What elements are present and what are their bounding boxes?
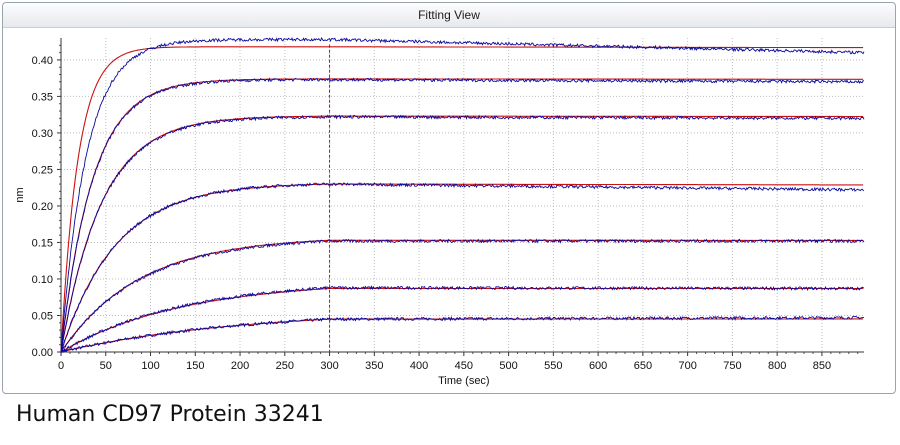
x-tick-label: 200 [231, 360, 249, 372]
x-tick-label: 750 [723, 360, 741, 372]
axis-layer: 0 50 100 150 200 250 300 350 400 450 500 550 600 650 7… [32, 38, 864, 372]
y-tick-label: 0.20 [32, 201, 53, 213]
x-tick-label: 350 [365, 360, 383, 372]
fit-curve [60, 78, 864, 353]
x-tick-label: 300 [320, 360, 338, 372]
y-tick-label: 0.00 [32, 347, 53, 359]
x-tick-label: 500 [499, 360, 517, 372]
raw-data-curves [60, 37, 865, 354]
y-tick-label: 0.35 [32, 91, 53, 103]
x-tick-label: 400 [410, 360, 428, 372]
x-tick-label: 150 [186, 360, 204, 372]
x-tick-label: 600 [589, 360, 607, 372]
x-tick-label: 700 [678, 360, 696, 372]
y-axis-title: nm [14, 187, 26, 202]
grid-layer [61, 38, 864, 352]
fit-curve [60, 318, 864, 353]
y-tick-label: 0.40 [32, 55, 53, 67]
fit-curve [60, 239, 864, 353]
fitting-chart: 0 50 100 150 200 250 300 350 400 450 500 550 600 650 7… [14, 37, 865, 387]
x-axis-title: Time (sec) [438, 375, 490, 387]
raw-data-curve [60, 114, 865, 352]
x-tick-label: 50 [100, 360, 112, 372]
raw-data-curve [60, 77, 865, 353]
y-tick-label: 0.25 [32, 164, 53, 176]
figure-caption: Human CD97 Protein 33241 [16, 402, 324, 427]
panel-title: Fitting View [3, 3, 895, 28]
raw-data-curve [60, 315, 865, 354]
fit-curve [60, 287, 864, 353]
y-tick-label: 0.30 [32, 128, 53, 140]
y-tick-label: 0.05 [32, 310, 53, 322]
raw-data-curve [60, 285, 865, 353]
raw-data-curve [60, 238, 865, 353]
x-tick-label: 100 [141, 360, 159, 372]
raw-data-curve [60, 37, 865, 354]
raw-data-curve [60, 182, 865, 352]
fit-curve [60, 115, 864, 353]
y-tick-label: 0.15 [32, 237, 53, 249]
x-tick-label: 550 [544, 360, 562, 372]
x-tick-label: 650 [634, 360, 652, 372]
x-tick-label: 0 [58, 360, 64, 372]
x-tick-label: 250 [276, 360, 294, 372]
fit-curve [60, 46, 864, 353]
x-tick-label: 450 [455, 360, 473, 372]
x-tick-label: 850 [813, 360, 831, 372]
y-tick-label: 0.10 [32, 274, 53, 286]
fit-curve [60, 183, 864, 353]
x-tick-label: 800 [768, 360, 786, 372]
